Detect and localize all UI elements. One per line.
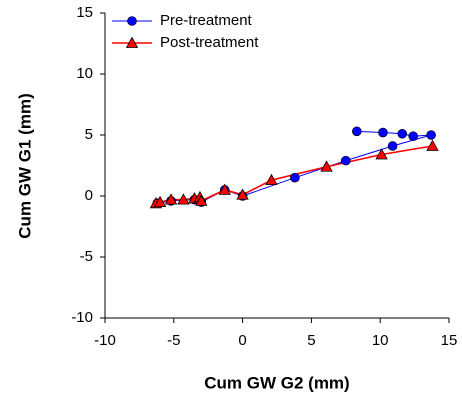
point [236, 188, 249, 200]
x-tick-label: 10 [372, 332, 389, 349]
y-tick-label: -5 [80, 248, 93, 265]
y-tick-label: 0 [85, 187, 93, 204]
point [426, 139, 439, 151]
point [340, 155, 351, 166]
y-tick-label: 5 [85, 126, 93, 143]
point [265, 173, 278, 186]
point [387, 141, 398, 151]
y-tick-label: 15 [76, 4, 93, 21]
y-tick-label: -10 [71, 309, 93, 326]
x-tick-label: 5 [307, 332, 315, 349]
point [164, 193, 178, 205]
x-tick-label: 15 [441, 332, 458, 349]
point [153, 195, 167, 207]
point [218, 183, 231, 195]
point [426, 130, 436, 140]
y-axis-title: Cum GW G1 (mm) [15, 93, 34, 238]
point [397, 128, 408, 139]
legend-marker [127, 16, 137, 26]
x-tick-label: -10 [94, 332, 116, 349]
legend-label: Post-treatment [160, 34, 259, 51]
x-tick-label: 0 [238, 332, 246, 349]
point [408, 131, 419, 142]
point [378, 127, 388, 138]
point [195, 194, 208, 206]
legend-marker [125, 36, 139, 48]
point [352, 126, 362, 137]
point [320, 160, 333, 172]
point [290, 172, 300, 183]
point [375, 148, 388, 160]
point [177, 193, 190, 205]
x-axis-title: Cum GW G2 (mm) [204, 373, 349, 392]
x-tick-label: -5 [167, 332, 180, 349]
y-tick-label: 10 [76, 65, 93, 82]
legend-label: Pre-treatment [160, 12, 253, 29]
